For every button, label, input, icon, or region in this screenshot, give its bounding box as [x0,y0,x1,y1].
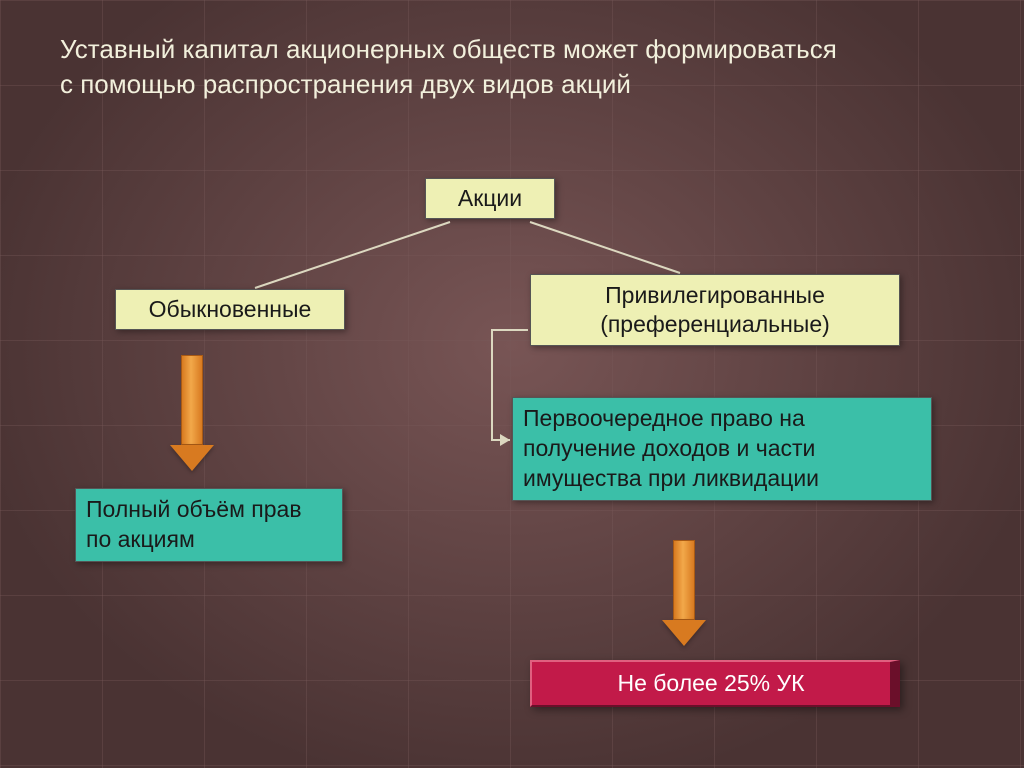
branch-preferred: Привилегированные (преференциальные) [530,274,900,346]
detail-preferred-text: Первоочередное право на получение доходо… [523,405,819,491]
branch-ordinary: Обыкновенные [115,289,345,330]
footer-constraint: Не более 25% УК [530,660,900,707]
detail-preferred: Первоочередное право на получение доходо… [512,397,932,501]
root-label: Акции [458,185,522,211]
branch-ordinary-label: Обыкновенные [149,296,312,322]
branch-preferred-label: Привилегированные (преференциальные) [600,282,830,337]
connector-root-branches [0,0,1024,768]
arrow-preferred-to-footer [662,540,706,646]
arrow-ordinary-to-detail [170,355,214,471]
detail-ordinary-text: Полный объём прав по акциям [86,496,302,552]
slide-title: Уставный капитал акционерных обществ мож… [60,32,840,102]
root-node-shares: Акции [425,178,555,219]
detail-ordinary: Полный объём прав по акциям [75,488,343,562]
footer-text: Не более 25% УК [617,670,804,696]
